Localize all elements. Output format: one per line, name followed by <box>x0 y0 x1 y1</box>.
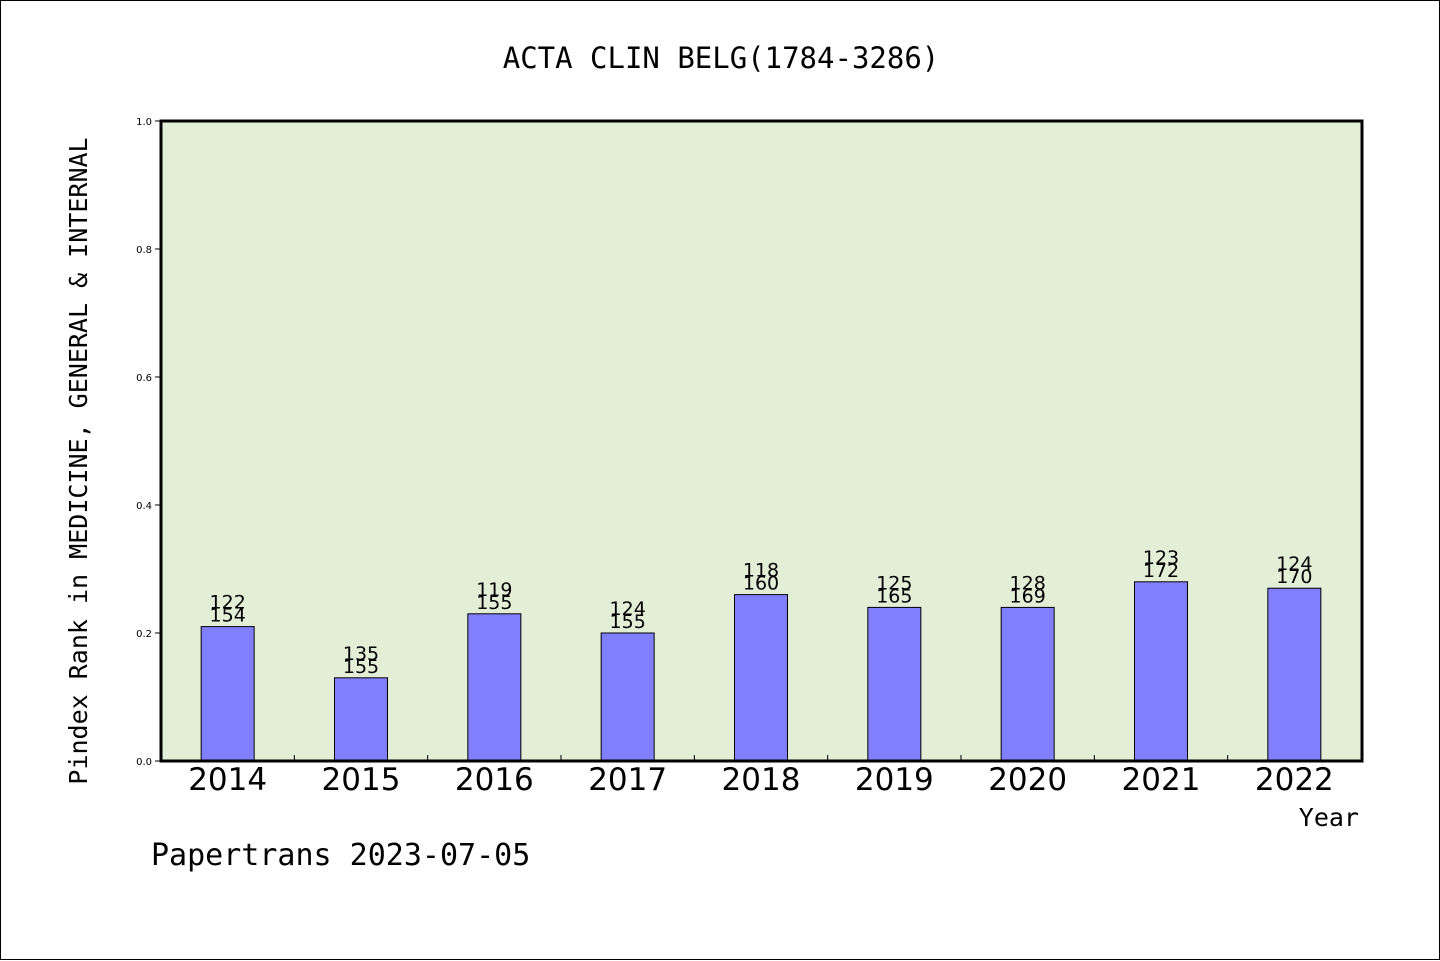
x-axis-label: Year <box>1299 803 1359 832</box>
plot-border <box>159 119 1364 763</box>
bar-label-top-2019: 125 <box>876 572 912 594</box>
bar-label-bottom-2019: 165 <box>876 585 912 607</box>
bar-2022 <box>1267 587 1322 762</box>
y-tick-label-0.2: 0.2 <box>136 629 152 640</box>
bar-2020 <box>1000 606 1055 762</box>
bar-2017 <box>600 632 655 762</box>
bars <box>200 581 1322 762</box>
bar-label-bottom-2020: 169 <box>1010 585 1046 607</box>
bar-2016 <box>467 613 522 762</box>
bar-label-top-2020: 128 <box>1010 572 1046 594</box>
bar-label-bottom-2014: 154 <box>210 605 246 627</box>
chart-title: ACTA CLIN BELG(1784-3286) <box>503 41 940 75</box>
x-tick-label-2014: 2014 <box>188 762 267 798</box>
y-tick-label-1.0: 1.0 <box>136 117 152 128</box>
bar-2021 <box>1134 581 1188 762</box>
bar-label-bottom-2021: 172 <box>1143 560 1179 582</box>
x-tick-label-2021: 2021 <box>1122 762 1201 798</box>
bar-label-bottom-2016: 155 <box>476 592 512 614</box>
x-tick-label-2020: 2020 <box>988 762 1067 798</box>
x-tick-label-2017: 2017 <box>588 762 667 798</box>
y-axis: 0.0 0.2 0.4 0.6 0.8 1.0 <box>136 117 161 768</box>
y-tick-label-0.4: 0.4 <box>136 501 152 512</box>
bar-label-top-2018: 118 <box>743 560 779 582</box>
x-tick-label-2016: 2016 <box>455 762 534 798</box>
bar-label-top-2022: 124 <box>1276 553 1312 575</box>
bar-label-bottom-2017: 155 <box>610 611 646 633</box>
x-tick-label-2015: 2015 <box>322 762 401 798</box>
bar-2018 <box>734 594 788 762</box>
bar-label-top-2014: 122 <box>210 592 246 614</box>
bar-2015 <box>334 677 388 762</box>
bar-label-top-2017: 124 <box>610 598 646 620</box>
y-tick-label-0.8: 0.8 <box>136 245 152 256</box>
x-axis: 2014 2015 2016 2017 2018 2019 2020 2021 2022 <box>188 755 1334 798</box>
bar-2014 <box>200 626 255 762</box>
bar-label-bottom-2022: 170 <box>1276 566 1312 588</box>
bar-label-top-2015: 135 <box>343 643 379 665</box>
bar-label-bottom-2018: 160 <box>743 573 779 595</box>
bar-label-top-2021: 123 <box>1143 547 1179 569</box>
y-axis-label: Pindex Rank in MEDICINE, GENERAL & INTER… <box>64 137 93 784</box>
x-tick-label-2022: 2022 <box>1255 762 1334 798</box>
bar-2019 <box>867 606 922 762</box>
x-tick-label-2018: 2018 <box>722 762 801 798</box>
y-tick-label-0.0: 0.0 <box>136 757 152 768</box>
x-tick-label-2019: 2019 <box>855 762 934 798</box>
bar-label-top-2016: 119 <box>476 579 512 601</box>
footer-watermark: Papertrans 2023-07-05 <box>151 838 530 873</box>
y-tick-label-0.6: 0.6 <box>136 373 152 384</box>
bar-label-bottom-2015: 155 <box>343 656 379 678</box>
